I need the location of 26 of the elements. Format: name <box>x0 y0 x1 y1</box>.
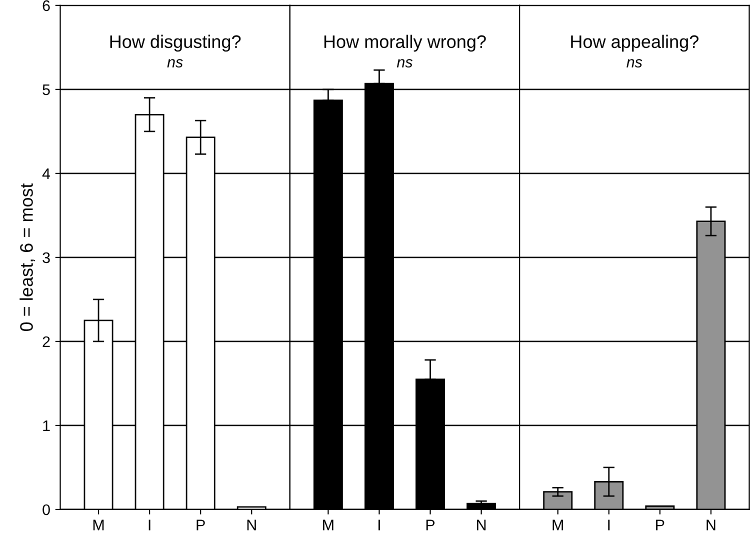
x-tick-label: P <box>426 520 435 530</box>
x-tick-label: N <box>477 520 486 530</box>
y-tick-label: 3 <box>42 252 50 264</box>
y-tick-label: 5 <box>42 84 50 96</box>
annotation: ns <box>396 59 412 68</box>
x-tick-label: P <box>656 520 664 530</box>
x-tick-label: N <box>247 520 256 530</box>
annotation: ns <box>167 59 183 68</box>
annotation: ns <box>626 59 642 68</box>
y-axis-title: 0 = least, 6 = most <box>20 183 36 332</box>
y-tick-label: 0 <box>42 504 50 516</box>
x-tick-label: M <box>552 520 563 530</box>
x-tick-label: I <box>378 520 380 530</box>
y-tick-label: 2 <box>42 336 50 347</box>
text: How appealing? <box>571 34 698 52</box>
text: How disgusting? <box>110 34 241 52</box>
x-tick-label: M <box>323 520 334 530</box>
x-tick-label: M <box>93 520 104 530</box>
y-tick-label: 6 <box>42 0 50 12</box>
y-tick-label: 4 <box>42 168 50 179</box>
x-tick-label: I <box>608 520 610 530</box>
x-tick-label: I <box>148 520 150 530</box>
y-tick-label: 1 <box>43 420 50 432</box>
text: How morally wrong? <box>324 34 486 52</box>
x-tick-label: N <box>706 520 716 530</box>
x-tick-label: P <box>196 520 205 530</box>
